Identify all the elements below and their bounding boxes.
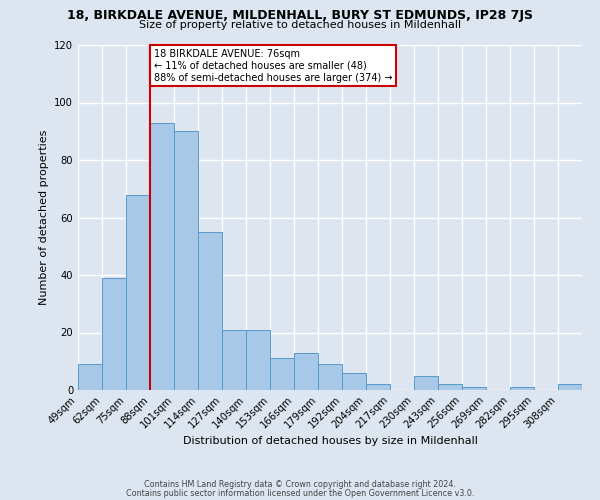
- Bar: [246, 330, 270, 390]
- Bar: [222, 330, 246, 390]
- Bar: [78, 364, 102, 390]
- Bar: [126, 194, 150, 390]
- Bar: [150, 122, 174, 390]
- X-axis label: Distribution of detached houses by size in Mildenhall: Distribution of detached houses by size …: [182, 436, 478, 446]
- Bar: [438, 384, 462, 390]
- Bar: [342, 373, 366, 390]
- Bar: [318, 364, 342, 390]
- Bar: [558, 384, 582, 390]
- Text: Contains HM Land Registry data © Crown copyright and database right 2024.: Contains HM Land Registry data © Crown c…: [144, 480, 456, 489]
- Bar: [510, 387, 534, 390]
- Bar: [174, 131, 198, 390]
- Text: Size of property relative to detached houses in Mildenhall: Size of property relative to detached ho…: [139, 20, 461, 30]
- Bar: [366, 384, 390, 390]
- Bar: [414, 376, 438, 390]
- Text: 18 BIRKDALE AVENUE: 76sqm
← 11% of detached houses are smaller (48)
88% of semi-: 18 BIRKDALE AVENUE: 76sqm ← 11% of detac…: [154, 50, 392, 82]
- Y-axis label: Number of detached properties: Number of detached properties: [38, 130, 49, 305]
- Bar: [270, 358, 294, 390]
- Bar: [294, 352, 318, 390]
- Text: Contains public sector information licensed under the Open Government Licence v3: Contains public sector information licen…: [126, 489, 474, 498]
- Text: 18, BIRKDALE AVENUE, MILDENHALL, BURY ST EDMUNDS, IP28 7JS: 18, BIRKDALE AVENUE, MILDENHALL, BURY ST…: [67, 9, 533, 22]
- Bar: [102, 278, 126, 390]
- Bar: [198, 232, 222, 390]
- Bar: [462, 387, 486, 390]
